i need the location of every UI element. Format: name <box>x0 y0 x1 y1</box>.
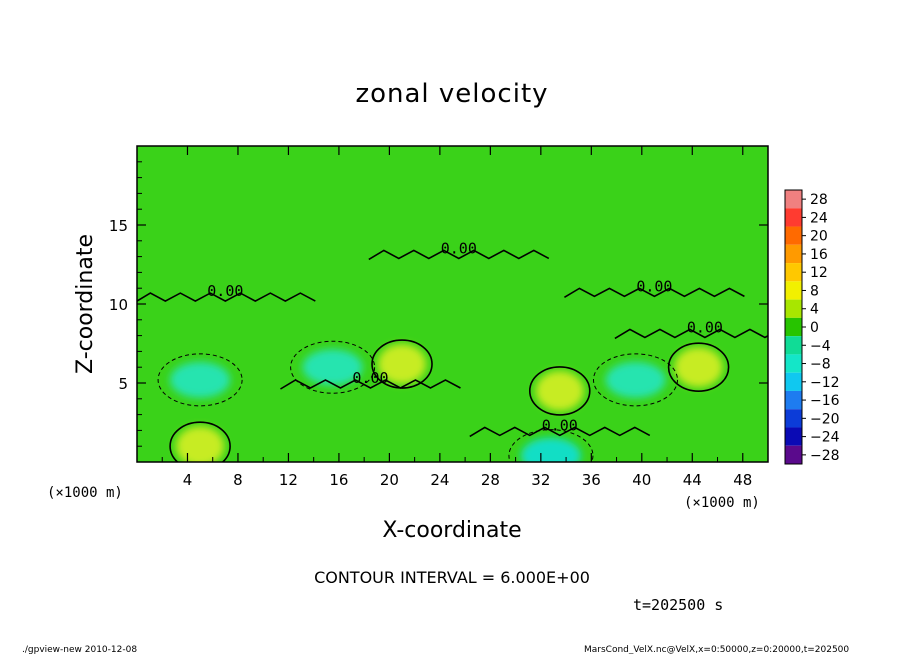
colorbar-swatch <box>785 208 802 227</box>
y-unit-label: (×1000 m) <box>47 485 123 501</box>
contour-loop-3 <box>667 342 730 393</box>
zero-contour-1 <box>368 249 550 261</box>
contour-label-1: 0.00 <box>441 239 477 257</box>
x-tick-label: 16 <box>329 471 348 489</box>
y-axis-ticks: 5 10 15 <box>109 161 768 447</box>
x-axis-label: X-coordinate <box>382 518 521 543</box>
footer-left: ./gpview-new 2010-12-08 <box>22 645 137 654</box>
x-unit-label: (×1000 m) <box>684 495 760 511</box>
x-tick-label: 24 <box>430 471 449 489</box>
chart-title: zonal velocity <box>355 79 548 109</box>
footer-right: MarsCond_VelX.nc@VelX,x=0:50000,z=0:2000… <box>584 645 849 654</box>
colorbar-label: −16 <box>810 393 840 409</box>
contour-label-4: 0.00 <box>687 318 723 336</box>
x-tick-label: 4 <box>183 471 193 489</box>
colorbar-label: 16 <box>810 247 828 263</box>
colorbar-label: 0 <box>810 320 819 336</box>
feature-blob-6 <box>520 437 581 462</box>
contour-lines <box>137 249 768 462</box>
x-tick-label: 12 <box>279 471 298 489</box>
colorbar-swatch <box>785 445 802 464</box>
plot-background <box>137 146 768 462</box>
contour-label-2: 0.00 <box>207 282 243 300</box>
contour-label-3: 0.00 <box>636 277 672 295</box>
colorbar-swatch <box>785 336 802 355</box>
y-axis-label: Z-coordinate <box>73 234 98 374</box>
x-tick-label: 44 <box>683 471 702 489</box>
colorbar-label: −28 <box>810 448 840 464</box>
colorbar-swatch <box>785 226 802 245</box>
contour-loop-1 <box>157 353 243 407</box>
zero-contour-5 <box>280 379 461 390</box>
y-tick-label: 5 <box>118 375 128 393</box>
feature-blob-4 <box>605 361 666 398</box>
field-shading <box>137 249 768 462</box>
feature-blob-2 <box>378 344 427 385</box>
feature-blob-7 <box>176 426 225 462</box>
colorbar-label: 4 <box>810 302 819 318</box>
contour-interval-text: CONTOUR INTERVAL = 6.000E+00 <box>314 568 590 587</box>
x-tick-label: 36 <box>582 471 601 489</box>
zero-contour-2 <box>137 292 316 303</box>
colorbar-label: −24 <box>810 430 840 446</box>
colorbar-label: 20 <box>810 229 828 245</box>
x-tick-label: 48 <box>733 471 752 489</box>
contour-loop-8 <box>290 340 376 394</box>
contour-label-6: 0.00 <box>542 416 578 434</box>
y-tick-label: 10 <box>109 296 128 314</box>
x-tick-label: 28 <box>481 471 500 489</box>
colorbar-swatch <box>785 317 802 337</box>
zero-contour-4 <box>614 328 768 340</box>
colorbar-label: −12 <box>810 375 840 391</box>
colorbar-swatch <box>785 281 802 300</box>
colorbar-label: −8 <box>810 357 831 373</box>
x-axis-ticks: 4 8 12 16 20 24 28 32 36 40 44 48 <box>161 146 752 489</box>
zero-contour-6 <box>469 426 651 438</box>
colorbar-label: −4 <box>810 338 831 354</box>
time-label: t=202500 s <box>633 596 723 614</box>
feature-blob-3 <box>674 347 723 388</box>
colorbar-swatch <box>785 299 802 318</box>
feature-blob-1 <box>170 361 231 398</box>
x-tick-label: 8 <box>233 471 243 489</box>
colorbar-swatch <box>785 409 802 428</box>
feature-blob-5 <box>535 370 584 411</box>
x-tick-label: 32 <box>531 471 550 489</box>
colorbar: 28 24 20 16 12 8 4 0 −4 −8 −12 −16 −20 −24 −28 <box>784 189 840 465</box>
feature-blobs <box>170 344 723 462</box>
feature-blob-8 <box>302 349 363 386</box>
colorbar-label: 24 <box>810 210 828 226</box>
contour-loop-6 <box>508 429 594 462</box>
contour-label-5: 0.00 <box>352 369 388 387</box>
y-tick-label: 15 <box>109 217 128 235</box>
colorbar-swatch <box>785 390 802 410</box>
colorbar-swatch <box>785 372 802 391</box>
colorbar-label: −20 <box>810 411 840 427</box>
x-tick-label: 20 <box>380 471 399 489</box>
colorbar-swatch <box>785 244 802 264</box>
contour-labels: 0.00 0.00 0.00 0.00 0.00 0.00 <box>207 239 723 434</box>
contour-loop-4 <box>592 353 678 407</box>
zero-contour-3 <box>564 287 745 299</box>
colorbar-swatch <box>785 190 802 209</box>
colorbar-label: 12 <box>810 265 828 281</box>
colorbar-label: 8 <box>810 283 819 299</box>
colorbar-swatch <box>785 427 802 446</box>
contour-loop-5 <box>528 366 591 416</box>
colorbar-swatch <box>785 263 802 282</box>
plot-area: 0.000.00 0.000.000.000.00 4 8 12 16 20 24 28 32 3… <box>109 145 769 489</box>
contour-loop-7 <box>169 421 231 462</box>
x-tick-label: 40 <box>632 471 651 489</box>
colorbar-label: 28 <box>810 192 828 208</box>
colorbar-swatch <box>785 354 802 373</box>
